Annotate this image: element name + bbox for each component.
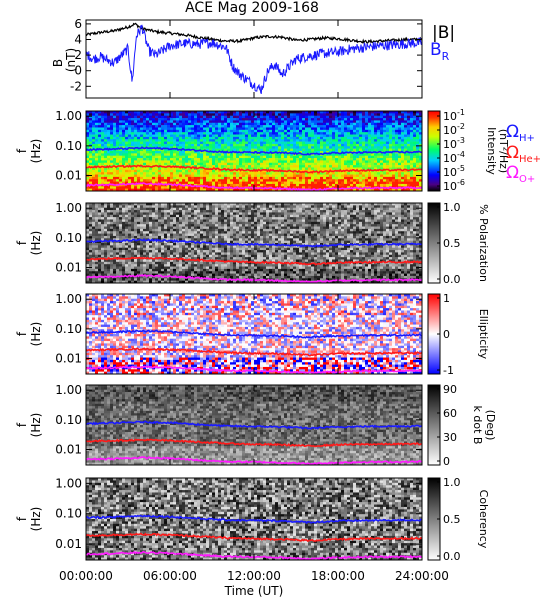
kdotb-cbar-tick: 30 [443,431,457,444]
b-ylabel-top: B [51,59,65,67]
freq-ylabel-bottom: (Hz) [29,507,43,532]
x-tick-label: 18:00:00 [311,569,365,583]
freq-ytick-label: 0.01 [55,443,82,457]
gyro-he-line [85,532,423,543]
series-br-line [85,24,423,95]
legend-br: BR [430,40,450,63]
freq-ytick-label: 0.01 [55,169,82,183]
gyro-h-line [85,514,423,525]
legend-omega-he: ΩHe+ [506,143,541,165]
freq-ytick-label: 0.10 [55,507,82,521]
intensity-cbar-unit: (nT²/Hz) [497,129,510,173]
freq-ytick-label: 0.10 [55,231,82,245]
intensity-colorbar [427,110,441,192]
freq-ytick-label: 0.01 [55,537,82,551]
gyro-h-line [85,238,423,248]
freq-ytick-label: 0.01 [55,261,82,275]
kdotb-cbar-tick: 60 [443,407,457,420]
intensity-cbar-label: Intensity [485,127,498,175]
polarization-cbar-tick: 0.5 [443,237,461,250]
freq-ytick-label: 1.00 [55,383,82,397]
gyro-h-line [85,420,423,430]
freq-ylabel-top: f [15,240,29,245]
intensity-cbar-tick: 10-3 [443,136,465,151]
b-ytick-label: 2 [74,48,82,62]
gyro-h-line [85,329,423,339]
kdotb-colorbar [427,384,441,466]
ellipticity-cbar-tick: 1 [443,292,450,305]
legend-br-sub: R [442,50,450,63]
kdotb-cbar-tick: 90 [443,383,457,396]
ellipticity-cbar-tick: -1 [443,364,454,377]
gyro-he-line [85,164,423,174]
freq-ytick-label: 1.00 [55,476,82,490]
freq-ylabel-bottom: (Hz) [29,231,43,256]
x-axis-label: Time (UT) [224,584,284,598]
panel-kdotb: 1.00 0.10 0.01 f (Hz) 90 60 30 0 k dot B (Deg) [15,383,497,468]
gyro-he-line [85,347,423,357]
freq-ylabel-bottom: (Hz) [29,413,43,438]
freq-ytick-label: 0.10 [55,139,82,153]
gyro-h-line [85,146,423,156]
kdotb-cbar-label: k dot B [471,406,484,445]
legend-omega-h: ΩH+ [506,122,535,144]
figure-title: ACE Mag 2009-168 [185,0,319,16]
panel-coherency: 1.00 0.10 0.01 f (Hz) 1.0 0.5 0.0 Coherency [15,476,490,563]
kdotb-cbar-unit: (Deg) [484,410,497,441]
panel-intensity: 1.00 0.10 0.01 f (Hz) 10-110-210-310-410-510-… [15,108,541,193]
freq-ytick-label: 1.00 [55,201,82,215]
freq-ylabel-top: f [15,516,29,521]
gyro-he-line [85,256,423,266]
legend-br-main: B [430,40,442,60]
freq-ylabel-top: f [15,422,29,427]
intensity-cbar-tick: 10-5 [443,164,465,179]
x-tick-label: 24:00:00 [395,569,449,583]
b-ytick-label: 0 [74,64,82,78]
x-tick-label: 06:00:00 [143,569,197,583]
freq-ytick-label: 1.00 [55,109,82,123]
intensity-cbar-tick: 10-6 [443,178,465,193]
x-tick-labels: 00:00:00 06:00:00 12:00:00 18:00:00 24:00:00 [59,569,449,583]
freq-ytick-label: 0.10 [55,413,82,427]
freq-ytick-label: 0.10 [55,322,82,336]
b-yticks: 6 42 0-2 [70,17,422,93]
freq-ylabel-bottom: (Hz) [29,322,43,347]
intensity-cbar-tick: 10-2 [443,122,465,137]
polarization-spectrogram [86,203,423,284]
intensity-spectrogram [86,111,423,192]
b-ytick-label: 4 [74,33,82,47]
intensity-cbar-tick: 10-4 [443,150,465,165]
coherency-cbar-tick: 1.0 [443,476,461,489]
ellipticity-cbar-label: Ellipticity [477,309,490,360]
coherency-cbar-label: Coherency [477,490,490,549]
freq-ylabel-bottom: (Hz) [29,139,43,164]
b-ytick-label: 6 [74,17,82,31]
x-tick-label: 12:00:00 [227,569,281,583]
b-ytick-label: -2 [70,79,82,93]
freq-ylabel-top: f [15,331,29,336]
coherency-cbar-tick: 0.0 [443,550,461,563]
coherency-cbar-tick: 0.5 [443,513,461,526]
polarization-cbar-tick: 0.0 [443,273,461,286]
kdotb-spectrogram [86,385,423,466]
intensity-cbar-tick: 10-1 [443,108,465,123]
b-ylabel-bottom: (nT) [64,48,78,72]
panel-ellipticity: 1.00 0.10 0.01 f (Hz) 1 0 -1 Ellipticity [15,292,490,377]
x-tick-label: 00:00:00 [59,569,113,583]
polarization-cbar-label: % Polarization [477,204,490,282]
ellipticity-cbar-tick: 0 [443,328,450,341]
kdotb-cbar-tick: 0 [443,455,450,468]
freq-ylabel-top: f [15,148,29,153]
legend-omega-o: ΩO+ [506,163,535,185]
panel-polarization: 1.00 0.10 0.01 f (Hz) 1.0 0.5 0.0 % Polarization [15,201,490,286]
freq-ytick-label: 1.00 [55,292,82,306]
gyro-he-line [85,438,423,448]
coherency-spectrogram [86,478,423,561]
freq-ytick-label: 0.01 [55,352,82,366]
legend-babs: |B| [432,23,455,43]
polarization-cbar-tick: 1.0 [443,201,461,214]
